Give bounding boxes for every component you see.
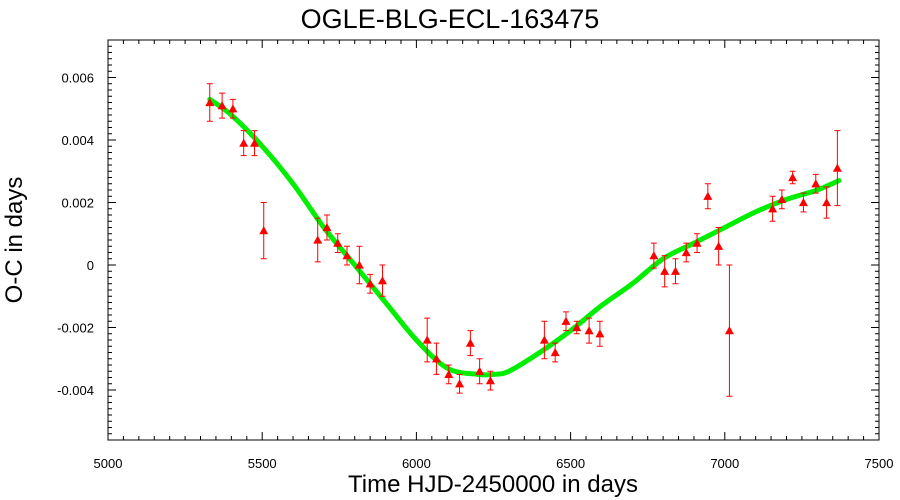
- data-point: [249, 138, 259, 147]
- data-point: [422, 335, 432, 344]
- data-point: [692, 238, 702, 247]
- data-point: [475, 366, 485, 375]
- data-point: [595, 329, 605, 338]
- fit-curve-group: [207, 96, 842, 378]
- y-tick-label: 0.002: [61, 196, 94, 211]
- data-point: [322, 223, 332, 232]
- y-tick-label: 0.006: [61, 71, 94, 86]
- data-point: [777, 194, 787, 203]
- data-points-group: [205, 83, 842, 397]
- x-axis-ticks: 5000 5500 6000 6500 7000 7500: [94, 40, 894, 471]
- x-axis-label: Time HJD-2450000 in days: [348, 471, 638, 498]
- data-point: [377, 276, 387, 285]
- data-point: [822, 198, 832, 207]
- data-point: [550, 348, 560, 357]
- data-point: [342, 251, 352, 260]
- data-point: [649, 251, 659, 260]
- x-tick-label: 6500: [556, 456, 585, 471]
- data-point: [724, 326, 734, 335]
- data-point: [354, 260, 364, 269]
- y-tick-label: 0: [87, 258, 94, 273]
- data-point: [455, 379, 465, 388]
- plot-area-frame: [107, 39, 880, 441]
- data-point: [465, 338, 475, 347]
- data-point: [259, 226, 269, 235]
- x-tick-label: 7000: [710, 456, 739, 471]
- x-tick-label: 5000: [94, 456, 123, 471]
- data-point: [239, 138, 249, 147]
- chart-title: OGLE-BLG-ECL-163475: [301, 4, 600, 34]
- y-tick-label: -0.004: [57, 383, 94, 398]
- data-point: [217, 101, 227, 110]
- x-tick-label: 5500: [248, 456, 277, 471]
- data-point: [788, 173, 798, 182]
- y-axis-label: O-C in days: [1, 177, 28, 304]
- data-point: [703, 191, 713, 200]
- data-point: [313, 235, 323, 244]
- data-point: [228, 104, 238, 113]
- data-point: [561, 316, 571, 325]
- data-point: [365, 279, 375, 288]
- x-tick-label: 6000: [402, 456, 431, 471]
- data-point: [205, 98, 215, 107]
- data-point: [660, 266, 670, 275]
- data-point: [444, 369, 454, 378]
- x-tick-label: 7500: [865, 456, 894, 471]
- data-point: [832, 163, 842, 172]
- data-point: [431, 354, 441, 363]
- y-tick-label: -0.002: [57, 321, 94, 336]
- data-point: [714, 241, 724, 250]
- fit-curve-line: [207, 96, 842, 378]
- data-point: [798, 198, 808, 207]
- data-point: [485, 376, 495, 385]
- data-point: [768, 204, 778, 213]
- y-tick-label: 0.004: [61, 133, 94, 148]
- data-point: [670, 266, 680, 275]
- data-point: [539, 335, 549, 344]
- y-axis-ticks: -0.004 -0.002 0 0.002 0.004 0.006: [57, 39, 879, 441]
- data-point: [811, 179, 821, 188]
- data-point: [333, 238, 343, 247]
- data-point: [572, 323, 582, 332]
- data-point: [584, 326, 594, 335]
- data-point: [681, 248, 691, 257]
